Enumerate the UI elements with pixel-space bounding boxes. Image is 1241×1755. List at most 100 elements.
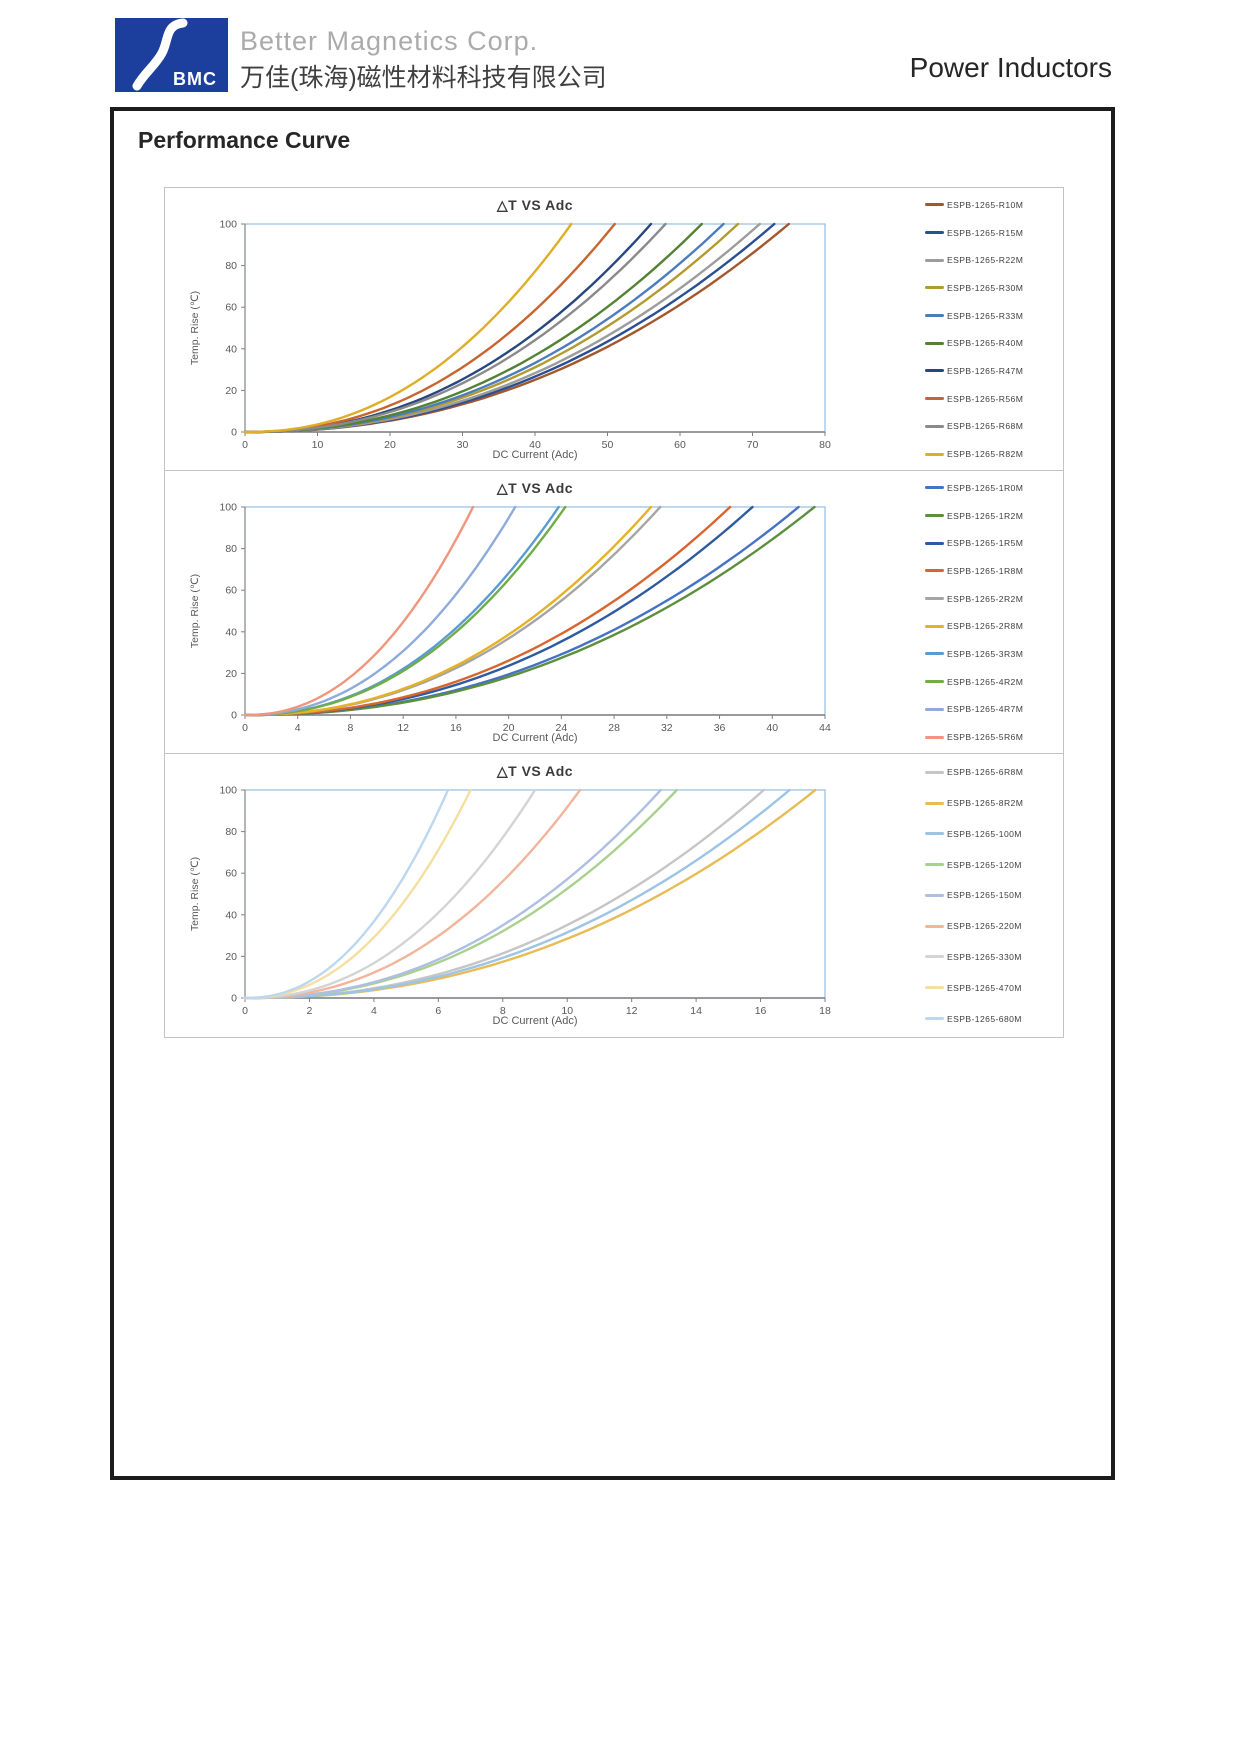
legend-line-marker-icon <box>925 801 944 805</box>
x-tick-label: 10 <box>561 1005 573 1017</box>
legend-item: ESPB-1265-R56M <box>925 394 1023 404</box>
x-axis-label: DC Current (Adc) <box>492 732 578 744</box>
legend-item: ESPB-1265-2R2M <box>925 594 1023 604</box>
product-category-title: Power Inductors <box>909 52 1112 83</box>
legend-item: ESPB-1265-1R8M <box>925 566 1023 576</box>
chart-frame-low-inductance: 0 10 20 30 40 50 60 70 80 0 20 40 60 80 100 △T VS Adc … <box>165 188 1063 471</box>
legend-line-marker-icon <box>925 203 944 207</box>
legend-item: ESPB-1265-R40M <box>925 338 1023 348</box>
y-tick-label: 0 <box>231 993 237 1005</box>
x-tick-label: 0 <box>242 722 248 734</box>
y-axis-label: Temp. Rise (℃) <box>189 290 201 366</box>
x-tick-label: 24 <box>556 722 568 734</box>
plot-area: 0 2 4 6 8 10 12 14 16 18 0 20 40 60 80 100 <box>165 754 1063 1037</box>
legend-line-marker-icon <box>925 735 944 739</box>
series-curve-ESPB-1265-1R5M <box>243 505 754 717</box>
content-border-box: Performance Curve 0 10 20 30 40 50 60 70 80 0 20 40… <box>110 107 1115 1480</box>
legend-line-marker-icon <box>925 770 944 774</box>
legend-label: ESPB-1265-470M <box>947 982 1022 993</box>
legend-label: ESPB-1265-R68M <box>947 421 1024 432</box>
legend-label: ESPB-1265-6R8M <box>947 767 1024 778</box>
series-curve-ESPB-1265-150M <box>243 788 662 1000</box>
x-tick-label: 80 <box>819 439 831 451</box>
legend-item: ESPB-1265-120M <box>925 860 1022 870</box>
y-tick-label: 80 <box>225 826 237 838</box>
y-tick-label: 80 <box>225 260 237 272</box>
legend-line-marker-icon <box>925 541 944 545</box>
x-tick-label: 60 <box>674 439 686 451</box>
legend-line-marker-icon <box>925 986 944 990</box>
legend-label: ESPB-1265-100M <box>947 828 1022 839</box>
brand-name-chinese: 万佳(珠海)磁性材料科技有限公司 <box>240 64 607 92</box>
x-tick-label: 18 <box>819 1005 831 1017</box>
x-tick-label: 28 <box>608 722 620 734</box>
series-curve-ESPB-1265-100M <box>243 788 791 1000</box>
x-tick-label: 16 <box>450 722 462 734</box>
legend-line-marker-icon <box>925 893 944 897</box>
legend-label: ESPB-1265-330M <box>947 951 1022 962</box>
series-curve-ESPB-1265-R56M <box>243 222 616 434</box>
legend-label: ESPB-1265-8R2M <box>947 798 1024 809</box>
legend-label: ESPB-1265-150M <box>947 890 1022 901</box>
series-curve-ESPB-1265-R10M <box>243 222 790 434</box>
bmc-logo: BMC <box>115 18 228 92</box>
x-tick-label: 40 <box>766 722 778 734</box>
legend-line-marker-icon <box>925 397 944 401</box>
series-curve-ESPB-1265-R82M <box>243 222 573 434</box>
x-tick-label: 20 <box>384 439 396 451</box>
x-tick-label: 12 <box>397 722 409 734</box>
x-tick-label: 10 <box>312 439 324 451</box>
y-tick-label: 100 <box>219 785 237 797</box>
legend-label: ESPB-1265-R56M <box>947 393 1024 404</box>
legend-label: ESPB-1265-4R2M <box>947 676 1024 687</box>
series-curve-ESPB-1265-6R8M <box>243 788 765 1000</box>
legend-label: ESPB-1265-3R3M <box>947 648 1024 659</box>
legend-item: ESPB-1265-4R2M <box>925 677 1023 687</box>
legend-item: ESPB-1265-100M <box>925 829 1022 839</box>
legend-line-marker-icon <box>925 680 944 684</box>
legend-item: ESPB-1265-8R2M <box>925 798 1023 808</box>
legend-line-marker-icon <box>925 707 944 711</box>
legend-label: ESPB-1265-R30M <box>947 282 1024 293</box>
legend-line-marker-icon <box>925 514 944 518</box>
series-curve-ESPB-1265-1R8M <box>243 505 732 717</box>
legend-item: ESPB-1265-6R8M <box>925 767 1023 777</box>
legend-line-marker-icon <box>925 314 944 318</box>
y-tick-label: 60 <box>225 302 237 314</box>
x-tick-label: 2 <box>307 1005 313 1017</box>
y-tick-label: 40 <box>225 909 237 921</box>
y-tick-label: 60 <box>225 868 237 880</box>
legend-line-marker-icon <box>925 832 944 836</box>
x-tick-label: 44 <box>819 722 831 734</box>
x-tick-label: 36 <box>714 722 726 734</box>
series-curve-ESPB-1265-2R8M <box>243 505 653 717</box>
legend-label: ESPB-1265-1R5M <box>947 538 1024 549</box>
y-tick-label: 20 <box>225 668 237 680</box>
legend-item: ESPB-1265-R82M <box>925 449 1023 459</box>
legend-label: ESPB-1265-2R8M <box>947 621 1024 632</box>
chart-title: △T VS Adc <box>496 763 574 779</box>
legend-line-marker-icon <box>925 424 944 428</box>
x-tick-label: 12 <box>626 1005 638 1017</box>
legend-item: ESPB-1265-1R0M <box>925 483 1023 493</box>
legend-item: ESPB-1265-R68M <box>925 421 1023 431</box>
legend-line-marker-icon <box>925 863 944 867</box>
legend-label: ESPB-1265-220M <box>947 921 1022 932</box>
x-tick-label: 0 <box>242 1005 248 1017</box>
legend-line-marker-icon <box>925 258 944 262</box>
x-tick-label: 0 <box>242 439 248 451</box>
chart-title: △T VS Adc <box>496 197 574 213</box>
x-axis-label: DC Current (Adc) <box>492 1015 578 1027</box>
chart-canvas: 0 2 4 6 8 10 12 14 16 18 0 20 40 60 80 100 <box>219 785 831 1018</box>
x-tick-label: 30 <box>457 439 469 451</box>
legend-line-marker-icon <box>925 1017 944 1020</box>
legend-line-marker-icon <box>925 369 944 373</box>
legend-label: ESPB-1265-1R0M <box>947 482 1024 493</box>
series-curve-ESPB-1265-680M <box>243 788 450 1000</box>
legend-line-marker-icon <box>925 231 944 235</box>
chart-frame-mid-inductance: 0 4 8 12 16 20 24 28 32 36 40 44 0 20 40 60 80 100 △T VS … <box>165 471 1063 754</box>
x-tick-label: 4 <box>371 1005 377 1017</box>
series-curve-ESPB-1265-3R3M <box>243 505 560 717</box>
legend-label: ESPB-1265-120M <box>947 859 1022 870</box>
